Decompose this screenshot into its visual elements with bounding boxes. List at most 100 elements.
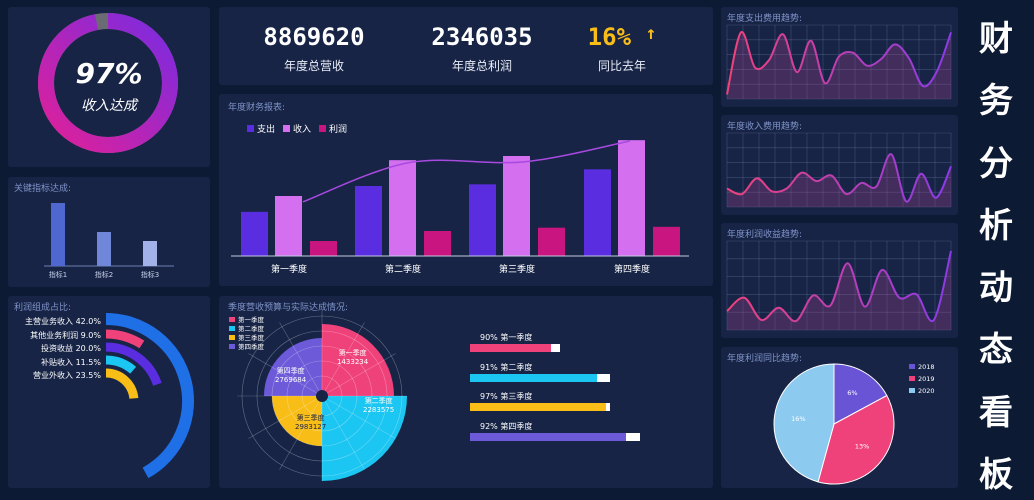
profit-comp-labels: 主营业务收入 42.0% 其他业务利润 9.0% 投资收益 20.0% 补贴收入… (8, 316, 101, 384)
legend-swatch (247, 125, 254, 132)
legend-item: 收入 (283, 122, 311, 135)
progress-fill (470, 344, 551, 352)
trend-panel-profit: 年度利润收益趋势: (721, 223, 958, 338)
pie-slice (817, 394, 895, 485)
progress-q1: 90% 第一季度 (470, 332, 640, 352)
report-tick-label: 第四季度 (614, 263, 650, 275)
stat-label: 年度总营收 (283, 59, 344, 73)
gauge-percent: 97% (75, 57, 143, 90)
profit-comp-arc (105, 355, 137, 374)
rose-value: 2983127 (295, 423, 327, 431)
progress-fill (470, 374, 598, 382)
report-bar-收入 (618, 140, 645, 256)
stat-value: 8869620 (263, 23, 365, 51)
profit-comp-arc (105, 342, 162, 386)
gauge-progress-arc (38, 13, 178, 153)
report-bar-收入 (503, 156, 530, 256)
progress-track (470, 374, 610, 382)
report-bar-利润 (538, 227, 565, 256)
rose-segment (272, 396, 322, 446)
rose-grid-spoke (279, 395, 323, 470)
panel-title: 关键指标达成: (14, 184, 72, 194)
profit-comp-label: 其他业务利润 9.0% (30, 330, 101, 340)
rose-name: 第四季度 (276, 367, 305, 375)
pie-slice (833, 363, 888, 425)
report-panel: 年度财务报表: 支出 收入 利润 第一季度 第二季度 第三季度 第四季度 (219, 94, 713, 286)
trend-chart-income (726, 132, 952, 208)
rose-grid-ring (301, 375, 343, 417)
panel-title: 年度财务报表: (228, 103, 286, 113)
profit-comp-label: 补贴收入 11.5% (41, 357, 101, 367)
rose-chart (237, 311, 407, 481)
stat-value: 2346035 (431, 23, 533, 51)
title-char: 析 (979, 205, 1013, 246)
gauge-panel: 97% 收入达成 (8, 7, 210, 167)
rose-segment (322, 396, 407, 481)
rose-grid-ring (241, 315, 403, 477)
kpi-label-3: 指标3 (140, 271, 160, 279)
rose-grid-spoke (321, 395, 365, 470)
progress-label: 91% 第二季度 (480, 363, 533, 372)
trend-area (727, 154, 951, 207)
legend-label: 第二季度 (238, 325, 264, 333)
report-bar-收入 (389, 160, 416, 256)
rose-label-q2: 第二季度 2283575 (363, 397, 394, 415)
report-tick-label: 第一季度 (271, 263, 307, 275)
title-char: 动 (979, 268, 1013, 309)
progress-label: 92% 第四季度 (480, 422, 533, 431)
rose-label-q3: 第三季度 2983127 (295, 414, 326, 432)
rose-center (316, 390, 328, 402)
stat-value: 16% (587, 23, 632, 51)
gauge-label: 收入达成 (81, 98, 137, 114)
panel-title: 年度利润收益趋势: (727, 230, 803, 240)
panel-title: 年度收入费用趋势: (727, 122, 803, 132)
progress-q2: 91% 第二季度 (470, 362, 640, 382)
title-char: 财 (979, 19, 1013, 59)
legend-item: 第二季度 (229, 325, 264, 334)
quarter-legend: 第一季度 第二季度 第三季度 第四季度 (229, 316, 264, 352)
trend-chart-profit (726, 240, 952, 331)
kpi-label-1: 指标1 (48, 271, 68, 279)
report-tick-label: 第三季度 (499, 263, 535, 275)
panel-title: 季度营收预算与实际达成情况: (228, 303, 349, 313)
profit-comp-panel: 利润组成占比: 主营业务收入 42.0% 其他业务利润 9.0% 投资收益 20… (8, 296, 210, 488)
rose-name: 第三季度 (296, 414, 325, 422)
report-bar-利润 (424, 231, 451, 256)
rose-value: 2769684 (275, 376, 307, 384)
progress-track (470, 403, 610, 411)
rose-grid-ring (286, 360, 358, 432)
pie-slice (773, 363, 835, 483)
profit-comp-arc (105, 313, 194, 479)
progress-fill (470, 433, 627, 441)
stat-label: 年度总利润 (451, 59, 512, 73)
legend-swatch (229, 317, 235, 322)
rose-grid-ring (271, 345, 373, 447)
progress-label: 97% 第三季度 (480, 392, 533, 401)
rose-label-q4: 第四季度 2769684 (275, 367, 306, 385)
stats-panel: 8869620 年度总营收 2346035 年度总利润 16% ↑ 同比去年 (219, 7, 713, 85)
trend-line (726, 250, 952, 323)
rose-grid-ring (256, 330, 388, 462)
yoy-legend: 2018 2019 2020 (909, 361, 935, 397)
trend-chart-expense (726, 24, 952, 100)
progress-q3: 97% 第三季度 (470, 391, 640, 411)
kpi-chart (44, 203, 174, 267)
yoy-panel: 年度利润同比趋势: 6% 13% 16% 2018 2019 2020 (721, 347, 958, 488)
legend-label: 2020 (918, 387, 935, 395)
pie-slice-label: 13% (855, 442, 869, 450)
legend-item: 第三季度 (229, 334, 264, 343)
title-char: 务 (979, 81, 1013, 122)
legend-swatch (319, 125, 327, 132)
legend-label: 2018 (918, 363, 935, 371)
legend-item: 支出 (247, 122, 275, 135)
trend-panel-income: 年度收入费用趋势: (721, 115, 958, 215)
panel-title: 年度支出费用趋势: (727, 14, 803, 24)
stat-annual-revenue: 8869620 年度总营收 (239, 23, 389, 74)
rose-grid-spoke (321, 322, 365, 397)
trend-area (727, 32, 951, 99)
trend-line (726, 153, 952, 203)
legend-label: 第四季度 (238, 343, 264, 351)
legend-label: 收入 (293, 125, 312, 135)
report-bar-收入 (275, 196, 302, 256)
stat-label: 同比去年 (597, 59, 646, 73)
